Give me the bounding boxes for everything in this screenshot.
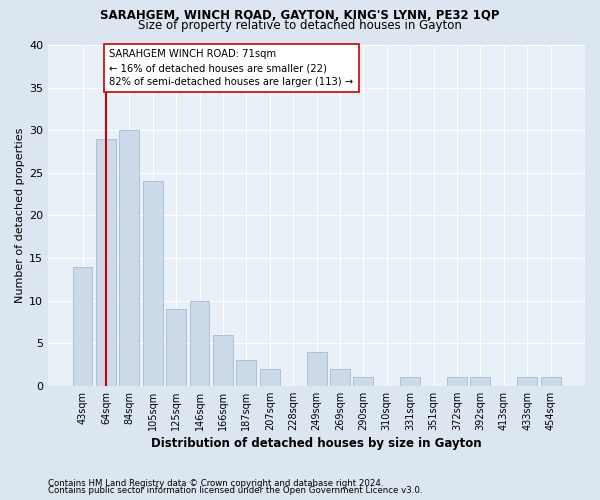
Bar — [517, 378, 537, 386]
Bar — [96, 138, 116, 386]
Bar — [400, 378, 420, 386]
Text: SARAHGEM, WINCH ROAD, GAYTON, KING'S LYNN, PE32 1QP: SARAHGEM, WINCH ROAD, GAYTON, KING'S LYN… — [100, 9, 500, 22]
Y-axis label: Number of detached properties: Number of detached properties — [15, 128, 25, 303]
Bar — [119, 130, 139, 386]
Bar — [73, 266, 92, 386]
Text: Contains public sector information licensed under the Open Government Licence v3: Contains public sector information licen… — [48, 486, 422, 495]
Bar — [330, 369, 350, 386]
Text: Size of property relative to detached houses in Gayton: Size of property relative to detached ho… — [138, 19, 462, 32]
Text: Contains HM Land Registry data © Crown copyright and database right 2024.: Contains HM Land Registry data © Crown c… — [48, 478, 383, 488]
Bar — [353, 378, 373, 386]
Bar — [236, 360, 256, 386]
Bar — [447, 378, 467, 386]
Bar — [541, 378, 560, 386]
X-axis label: Distribution of detached houses by size in Gayton: Distribution of detached houses by size … — [151, 437, 482, 450]
Bar — [260, 369, 280, 386]
Bar — [143, 182, 163, 386]
Bar — [166, 309, 186, 386]
Bar — [307, 352, 326, 386]
Text: SARAHGEM WINCH ROAD: 71sqm
← 16% of detached houses are smaller (22)
82% of semi: SARAHGEM WINCH ROAD: 71sqm ← 16% of deta… — [109, 50, 353, 88]
Bar — [190, 300, 209, 386]
Bar — [213, 334, 233, 386]
Bar — [470, 378, 490, 386]
